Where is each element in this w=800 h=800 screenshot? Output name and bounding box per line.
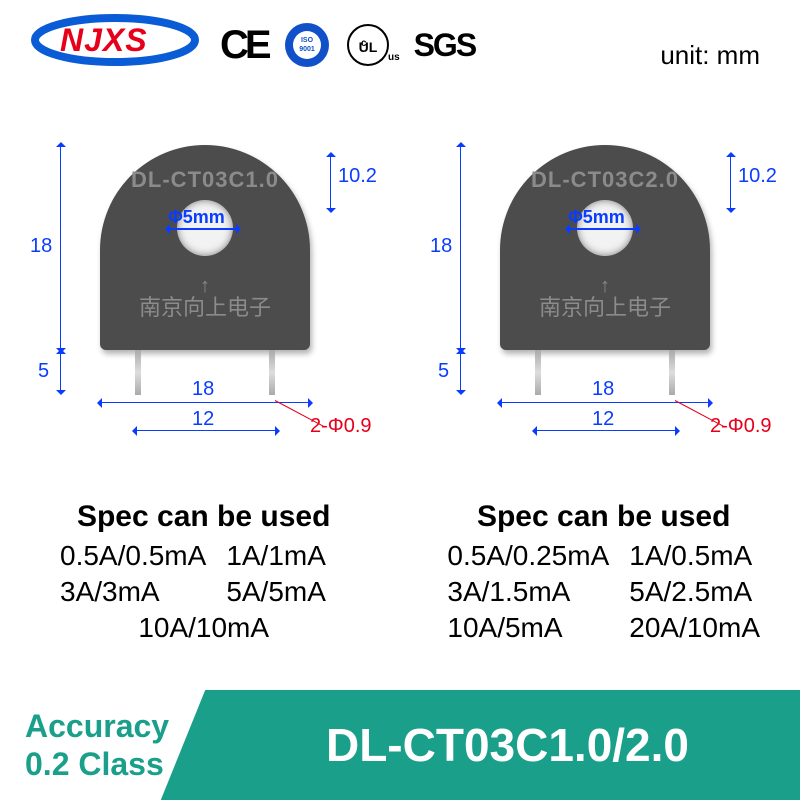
dim-pitch: 12 — [592, 408, 614, 431]
spec-value: 5A/5mA — [226, 576, 347, 608]
model-label: DL-CT03C1.0 — [100, 167, 310, 193]
spec-value: 5A/2.5mA — [629, 576, 760, 608]
hole-diameter-arrow-icon — [168, 228, 238, 230]
unit-label: unit: mm — [660, 40, 760, 71]
spec-section: Spec can be used 0.5A/0.5mA 1A/1mA 3A/3m… — [0, 500, 800, 644]
ul-mark-icon: cULus — [346, 20, 400, 70]
product-right: DL-CT03C2.0 ↑ 南京向上电子 Φ5mm 18 5 10.2 18 1… — [400, 110, 800, 490]
dim-width: 18 — [592, 378, 614, 401]
model-banner: DL-CT03C1.0/2.0 — [215, 690, 800, 800]
ct-body-right: DL-CT03C2.0 ↑ 南京向上电子 — [500, 145, 710, 350]
dim-pin-h: 5 — [438, 360, 449, 383]
spec-value: 1A/0.5mA — [629, 540, 760, 572]
spec-value: 3A/3mA — [60, 576, 206, 608]
spec-value: 1A/1mA — [226, 540, 347, 572]
dim-pin-h-line — [460, 352, 461, 392]
model-banner-text: DL-CT03C1.0/2.0 — [326, 718, 689, 772]
spec-col-left: Spec can be used 0.5A/0.5mA 1A/1mA 3A/3m… — [0, 500, 387, 644]
dim-height-line — [460, 145, 461, 350]
dim-shoulder: 10.2 — [338, 165, 377, 188]
certifications: CE ISO9001 cULus SGS — [220, 20, 475, 70]
svg-text:9001: 9001 — [299, 46, 315, 53]
spec-value: 20A/10mA — [629, 612, 760, 644]
dim-pin-h-line — [60, 352, 61, 392]
manufacturer-cn: 南京向上电子 — [500, 290, 710, 322]
manufacturer-cn: 南京向上电子 — [100, 290, 310, 322]
dim-pitch: 12 — [192, 408, 214, 431]
spec-title: Spec can be used — [60, 500, 347, 534]
dim-height: 18 — [430, 235, 452, 258]
hole-diameter-label: Φ5mm — [168, 207, 225, 228]
model-label: DL-CT03C2.0 — [500, 167, 710, 193]
svg-text:UL: UL — [358, 39, 377, 55]
pin-dia-label: 2-Φ0.9 — [710, 415, 772, 438]
product-left: DL-CT03C1.0 ↑ 南京向上电子 Φ5mm 18 5 10.2 18 1… — [0, 110, 400, 490]
dim-pin-h: 5 — [38, 360, 49, 383]
spec-title: Spec can be used — [447, 500, 760, 534]
product-diagrams: DL-CT03C1.0 ↑ 南京向上电子 Φ5mm 18 5 10.2 18 1… — [0, 110, 800, 490]
svg-text:us: us — [388, 52, 400, 63]
brand-logo: NJXS — [30, 10, 200, 80]
ce-mark-icon: CE — [220, 23, 268, 68]
pin-dia-label: 2-Φ0.9 — [310, 415, 372, 438]
spec-value: 3A/1.5mA — [447, 576, 609, 608]
sgs-mark-icon: SGS — [414, 27, 476, 64]
dim-shoulder-line — [730, 155, 731, 210]
dim-height: 18 — [30, 235, 52, 258]
spec-value: 10A/10mA — [60, 612, 347, 644]
spec-col-right: Spec can be used 0.5A/0.25mA 1A/0.5mA 3A… — [387, 500, 800, 644]
iso-badge-icon: ISO 9001 — [282, 20, 332, 70]
hole-diameter-arrow-icon — [568, 228, 638, 230]
dim-shoulder-line — [330, 155, 331, 210]
footer-bar: Accuracy 0.2 Class DL-CT03C1.0/2.0 — [0, 690, 800, 800]
svg-text:ISO: ISO — [301, 37, 314, 44]
hole-diameter-label: Φ5mm — [568, 207, 625, 228]
brand-text: NJXS — [60, 22, 148, 59]
dim-height-line — [60, 145, 61, 350]
dim-width: 18 — [192, 378, 214, 401]
spec-value: 10A/5mA — [447, 612, 609, 644]
header-bar: NJXS CE ISO9001 cULus SGS unit: mm — [0, 0, 800, 90]
dim-shoulder: 10.2 — [738, 165, 777, 188]
ct-body-left: DL-CT03C1.0 ↑ 南京向上电子 — [100, 145, 310, 350]
spec-value: 0.5A/0.25mA — [447, 540, 609, 572]
spec-value: 0.5A/0.5mA — [60, 540, 206, 572]
